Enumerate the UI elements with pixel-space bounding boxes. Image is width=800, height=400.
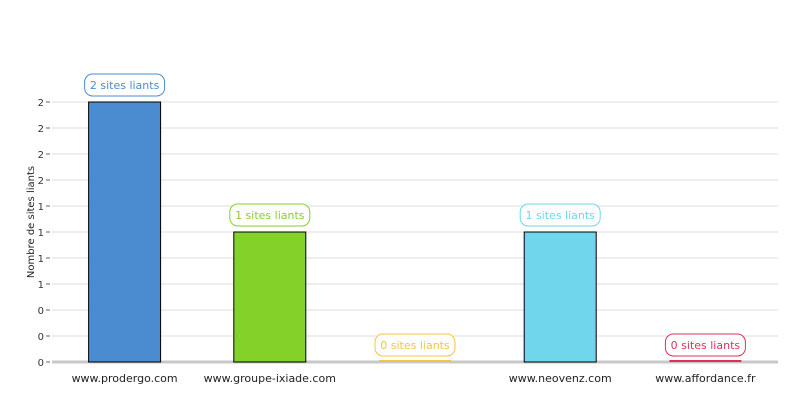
data-label: 1 sites liants: [235, 209, 305, 222]
x-axis: www.prodergo.com www.groupe-ixiade.com www…: [72, 372, 756, 385]
bar: [88, 101, 162, 363]
y-tick-label: 2: [38, 176, 44, 187]
x-tick-label: www.neovenz.com: [509, 372, 612, 385]
x-tick-label: www.affordance.fr: [655, 372, 756, 385]
x-tick-label: www.groupe-ixiade.com: [204, 372, 336, 385]
bar: [669, 360, 742, 362]
x-tick-label: www.prodergo.com: [72, 372, 178, 385]
data-label-box: [519, 203, 601, 227]
data-label-box: [84, 73, 166, 97]
y-tick-label: 0: [38, 358, 44, 369]
y-tick-label: 1: [38, 202, 44, 213]
y-tick-label: 2: [38, 124, 44, 135]
data-label: 0 sites liants: [380, 339, 450, 352]
y-tick-label: 2: [38, 98, 44, 109]
data-label: 2 sites liants: [90, 79, 160, 92]
data-label: 1 sites liants: [525, 209, 595, 222]
y-tick-label: 1: [38, 228, 44, 239]
data-label-box: [664, 333, 746, 357]
y-tick-label: 0: [38, 332, 44, 343]
y-tick-label: 2: [38, 150, 44, 161]
data-labels: 2 sites liants 1 sites liants 0 sites lian…: [84, 73, 746, 357]
data-label-box: [229, 203, 311, 227]
bar: [379, 360, 451, 362]
y-tick-label: 1: [38, 254, 44, 265]
bars: [88, 101, 742, 363]
y-axis-title: Nombre de sites liants: [26, 166, 37, 278]
bar: [233, 231, 307, 363]
y-tick-label: 1: [38, 280, 44, 291]
bar: [523, 231, 597, 363]
data-label-box: [374, 333, 456, 357]
data-label: 0 sites liants: [671, 339, 741, 352]
y-axis: 0 0 0 1 1 1 1 2 2 2 2: [38, 98, 50, 369]
y-tick-label: 0: [38, 306, 44, 317]
